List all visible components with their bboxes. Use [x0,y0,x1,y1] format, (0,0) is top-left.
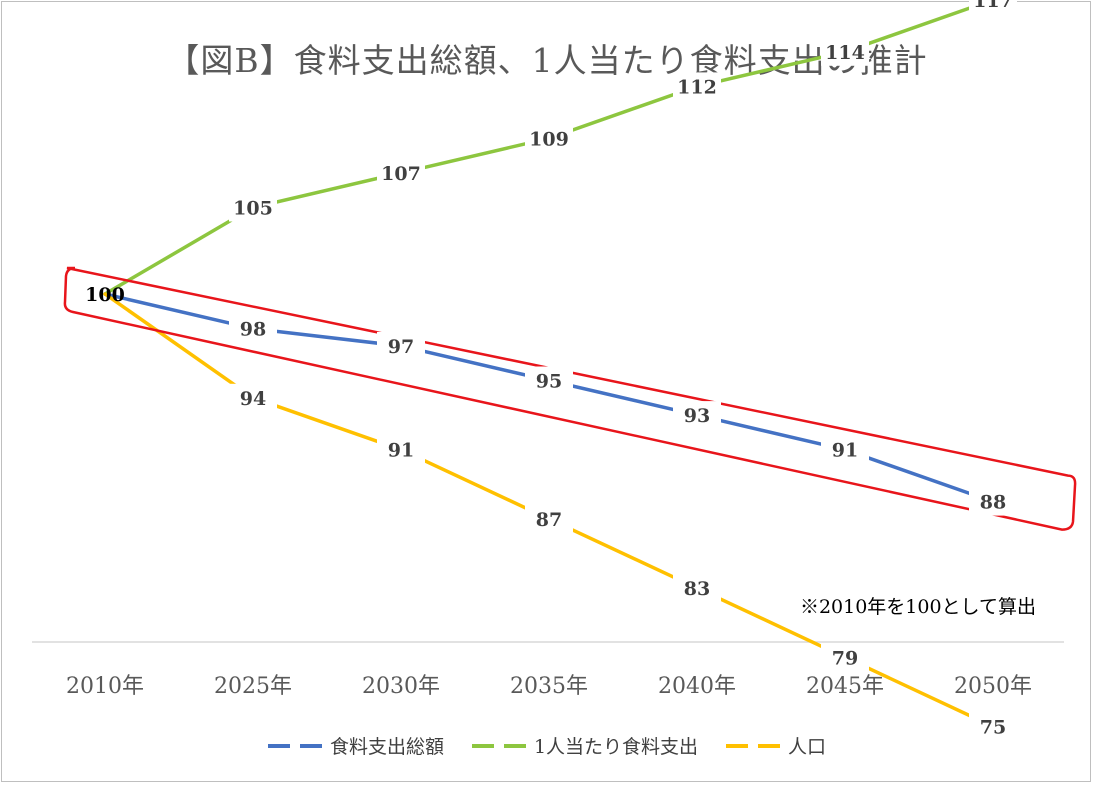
data-label: 107 [381,163,421,185]
legend-swatch [471,743,526,748]
data-label: 75 [980,717,1006,739]
data-label-bg [229,383,277,412]
data-label: 114 [825,42,865,64]
x-tick-label: 2045年 [806,674,884,699]
legend-label: 1人当たり食料支出 [533,736,699,758]
data-label: 98 [240,319,266,341]
data-label-bg [229,193,277,222]
series-segment [251,171,403,210]
data-label: 91 [832,440,858,462]
data-label: 83 [684,578,710,600]
data-label-bg [525,124,573,153]
series-segment [399,344,551,383]
series-segment [399,447,551,521]
data-label-bg [821,435,869,464]
data-label-bg [377,435,425,464]
series-segment [547,378,699,417]
data-label-bg [969,487,1017,516]
series-segment [103,205,255,296]
legend-label: 人口 [788,736,827,758]
series-segment [843,447,995,504]
legend-label: 食料支出総額 [329,736,444,758]
series-segment [251,396,403,452]
data-label-bg [821,643,869,672]
x-tick-label: 2010年 [66,674,144,699]
data-label-bg [821,37,869,66]
series-segment [695,50,847,89]
data-label-bg [229,314,277,343]
data-label: 88 [980,492,1006,514]
x-tick-label: 2025年 [214,674,292,699]
series-segment [695,413,847,452]
series-segment [103,292,255,331]
data-label-bg [525,504,573,533]
series-segment [399,136,551,175]
series-segment [695,586,847,660]
data-label: 94 [240,388,266,410]
data-label: 105 [233,198,273,220]
data-label-bg [969,0,1017,14]
series-segment [547,84,699,141]
chart-annotation: ※2010年を100として算出 [799,596,1036,618]
data-label: 109 [529,128,569,150]
chart-title: 【図B】食料支出総額、1人当たり食料支出の推計 [166,41,928,80]
x-tick-label: 2035年 [510,674,588,699]
data-label: 91 [388,440,414,462]
data-label-bg [377,158,425,187]
data-label: 112 [677,76,717,98]
data-label: 117 [973,0,1013,12]
legend-swatch [267,743,322,748]
data-label: 100 [85,284,125,306]
data-label: 97 [388,336,414,358]
x-tick-label: 2050年 [954,674,1032,699]
data-label-bg [673,574,721,603]
legend-item: 1人当たり食料支出 [471,732,699,759]
legend-item: 人口 [726,732,826,759]
data-label: 87 [536,509,562,531]
series-segment [843,655,995,729]
highlight-box [63,266,1077,531]
data-label-bg [969,712,1017,741]
chart-legend: 食料支出総額 1人当たり食料支出 人口 [0,732,1094,759]
series-segment [547,517,699,590]
data-label: 95 [536,371,562,393]
legend-swatch [726,743,781,748]
data-label-bg [673,401,721,430]
x-tick-label: 2040年 [658,674,736,699]
data-label: 93 [684,405,710,427]
series-segment [843,0,995,54]
data-label: 79 [832,647,858,669]
legend-item: 食料支出総額 [267,732,444,759]
x-tick-label: 2030年 [362,674,440,699]
series-segment [251,326,403,348]
data-label-bg [525,366,573,395]
data-label-bg [377,331,425,360]
series-segment [103,292,255,400]
data-label-bg [673,72,721,101]
